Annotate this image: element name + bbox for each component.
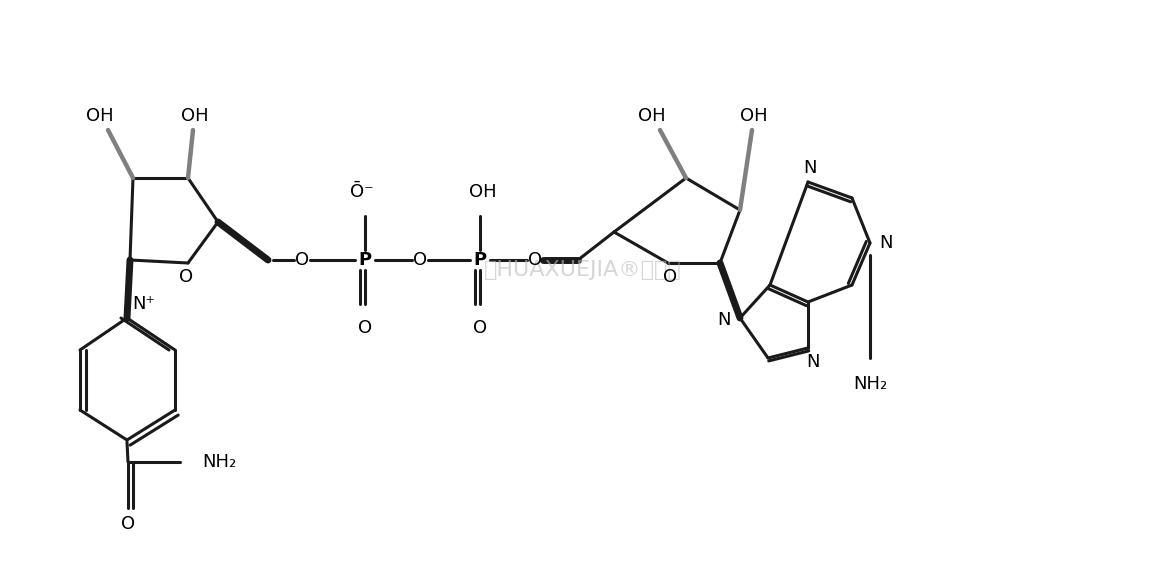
- Text: OH: OH: [181, 107, 209, 125]
- Text: NH₂: NH₂: [852, 375, 887, 393]
- Text: Ō⁻: Ō⁻: [350, 183, 374, 201]
- Text: P: P: [358, 251, 372, 269]
- Text: O: O: [663, 268, 677, 286]
- Text: N: N: [803, 159, 816, 177]
- Text: N: N: [879, 234, 893, 252]
- Text: O: O: [295, 251, 309, 269]
- Text: O: O: [358, 319, 372, 337]
- Text: O: O: [413, 251, 427, 269]
- Text: 中HUAXUEJIA®化学加: 中HUAXUEJIA®化学加: [484, 260, 682, 280]
- Text: OH: OH: [469, 183, 497, 201]
- Text: OH: OH: [638, 107, 666, 125]
- Text: NH₂: NH₂: [202, 453, 237, 471]
- Text: OH: OH: [740, 107, 768, 125]
- Text: N: N: [717, 311, 731, 329]
- Text: O: O: [178, 268, 194, 286]
- Text: N⁺: N⁺: [132, 295, 155, 313]
- Text: OH: OH: [86, 107, 114, 125]
- Text: O: O: [473, 319, 487, 337]
- Text: N: N: [806, 353, 820, 371]
- Text: O: O: [528, 251, 542, 269]
- Text: P: P: [473, 251, 486, 269]
- Text: O: O: [121, 515, 135, 533]
